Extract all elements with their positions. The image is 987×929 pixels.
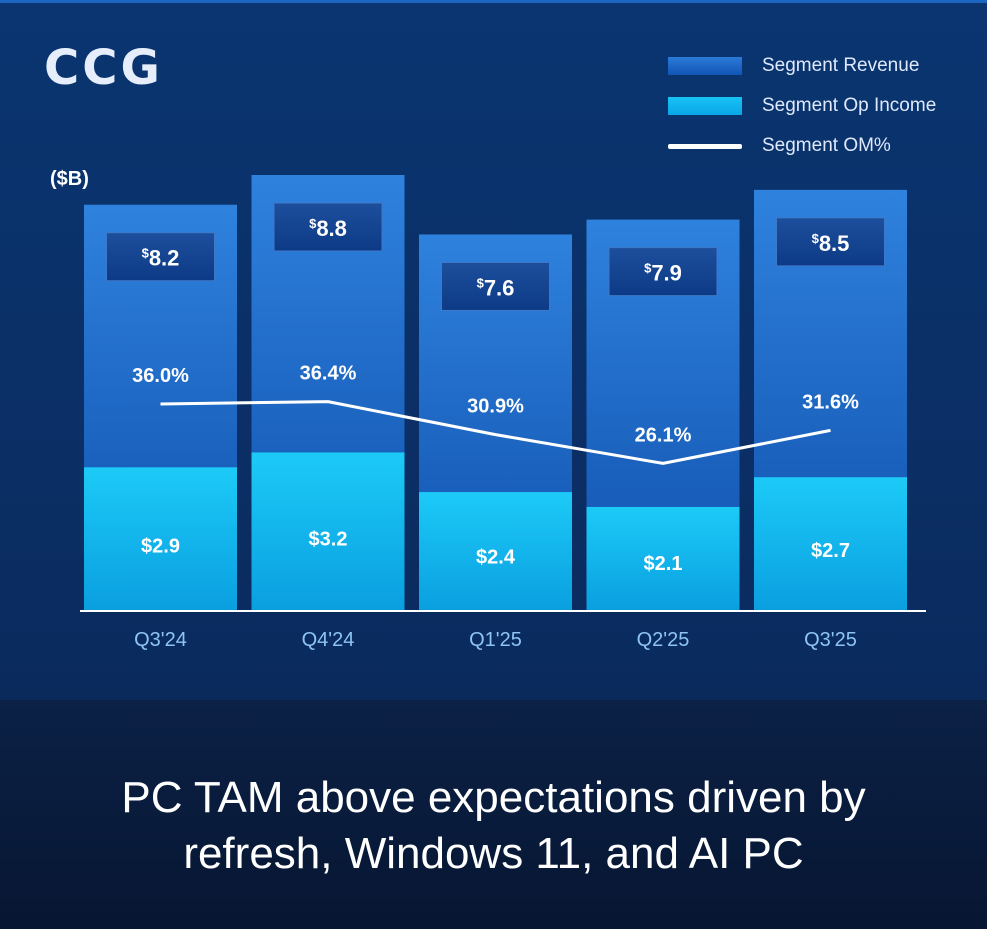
x-tick-label: Q4'24 bbox=[302, 629, 355, 651]
om-percent-label: 30.9% bbox=[467, 396, 524, 418]
currency-symbol: $ bbox=[309, 216, 317, 231]
revenue-label-box bbox=[608, 247, 718, 297]
x-tick-label: Q1'25 bbox=[469, 629, 522, 651]
revenue-value-label: $8.2 bbox=[142, 246, 180, 271]
op-income-value-label: $2.4 bbox=[476, 546, 516, 568]
currency-symbol: $ bbox=[142, 246, 150, 261]
op-income-value-label: $2.1 bbox=[644, 553, 683, 575]
legend-label-op-income: Segment Op Income bbox=[762, 95, 937, 116]
revenue-value-label: $7.9 bbox=[644, 261, 682, 286]
revenue-value-label: $7.6 bbox=[477, 275, 515, 300]
unit-label: ($B) bbox=[50, 168, 89, 190]
om-percent-label: 26.1% bbox=[635, 424, 692, 446]
legend-swatch-om-percent bbox=[668, 143, 742, 149]
legend-label-om-percent: Segment OM% bbox=[762, 135, 891, 156]
op-income-value-label: $2.7 bbox=[811, 540, 850, 562]
op-income-bar bbox=[84, 467, 237, 611]
revenue-label-box bbox=[273, 202, 383, 252]
legend-label-revenue: Segment Revenue bbox=[762, 55, 920, 76]
legend-swatch-revenue bbox=[668, 57, 742, 75]
revenue-value-label: $8.5 bbox=[812, 231, 850, 256]
op-income-bar bbox=[586, 506, 740, 611]
legend: Segment Revenue Segment Op Income Segmen… bbox=[668, 46, 936, 166]
x-tick-label: Q3'25 bbox=[804, 629, 857, 651]
legend-item-revenue: Segment Revenue bbox=[668, 46, 936, 86]
revenue-label-box bbox=[106, 232, 215, 282]
revenue-value: 8.5 bbox=[819, 231, 850, 256]
segment-title: CCG bbox=[44, 40, 163, 96]
revenue-value: 7.9 bbox=[651, 261, 682, 286]
revenue-value-label: $8.8 bbox=[309, 216, 347, 241]
op-income-bar bbox=[251, 452, 405, 611]
x-tick-label: Q2'25 bbox=[637, 629, 690, 651]
tagline-line-1: PC TAM above expectations driven by bbox=[121, 773, 866, 822]
revenue-label-box bbox=[776, 217, 885, 267]
legend-item-om-percent: Segment OM% bbox=[668, 126, 936, 166]
legend-item-op-income: Segment Op Income bbox=[668, 86, 936, 126]
footer-panel bbox=[0, 700, 987, 929]
currency-symbol: $ bbox=[477, 275, 485, 290]
om-percent-label: 36.4% bbox=[300, 363, 357, 385]
op-income-bar bbox=[419, 492, 572, 611]
om-percent-label: 36.0% bbox=[132, 365, 189, 387]
tagline: PC TAM above expectations driven by refr… bbox=[0, 770, 987, 882]
chart: $8.2 $2.9 36.0% Q3'24 $8.8 $3.2 36.4% Q4'24 $7.6… bbox=[80, 175, 926, 651]
om-percent-line bbox=[160, 400, 831, 465]
revenue-value: 7.6 bbox=[484, 275, 515, 300]
op-income-value-label: $2.9 bbox=[141, 535, 180, 557]
revenue-value: 8.2 bbox=[149, 246, 180, 271]
revenue-value: 8.8 bbox=[316, 216, 347, 241]
tagline-line-2: refresh, Windows 11, and AI PC bbox=[183, 829, 804, 878]
legend-swatch-op-income bbox=[668, 97, 742, 115]
op-income-value-label: $3.2 bbox=[309, 529, 348, 551]
currency-symbol: $ bbox=[644, 261, 652, 276]
revenue-label-box bbox=[441, 261, 550, 311]
om-percent-label: 31.6% bbox=[802, 391, 859, 413]
op-income-bar bbox=[754, 477, 907, 611]
currency-symbol: $ bbox=[812, 231, 820, 246]
x-tick-label: Q3'24 bbox=[134, 629, 187, 651]
